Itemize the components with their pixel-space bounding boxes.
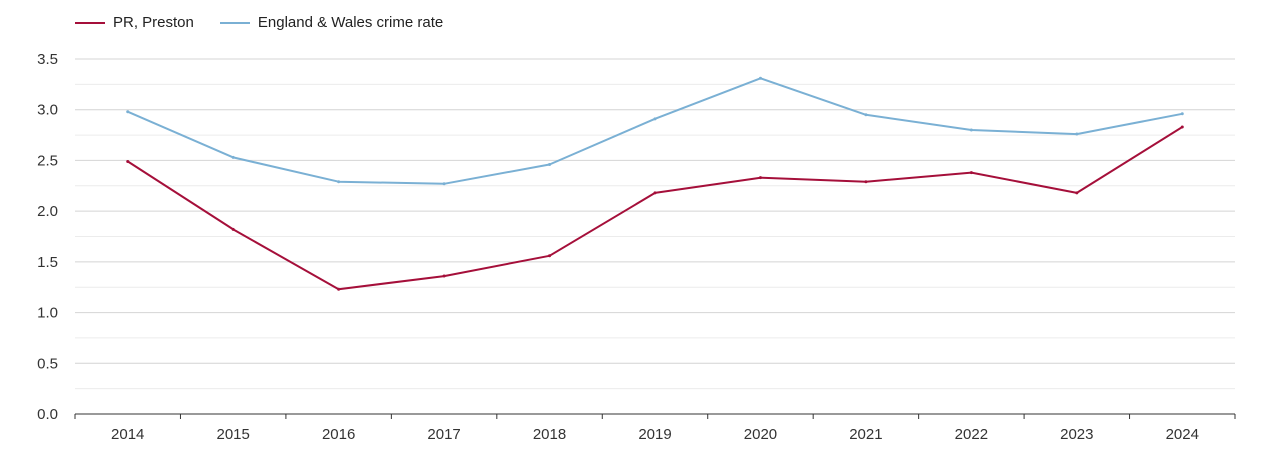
y-tick-label: 3.5: [37, 51, 58, 68]
data-point-preston: [1075, 191, 1079, 195]
data-point-preston: [758, 176, 762, 180]
data-point-preston: [442, 274, 446, 278]
legend-swatch-england-wales: [219, 21, 250, 24]
data-point-england-wales: [548, 162, 552, 166]
x-tick-label: 2022: [955, 426, 988, 443]
series-line-england-wales: [127, 77, 1183, 185]
data-point-preston: [337, 287, 341, 291]
x-tick-label: 2018: [533, 426, 566, 443]
data-point-england-wales: [653, 117, 657, 121]
data-point-england-wales: [1075, 132, 1079, 136]
x-tick-label: 2019: [638, 426, 671, 443]
x-tick-label: 2014: [111, 426, 144, 443]
x-tick-label: 2016: [322, 426, 355, 443]
series-line-preston: [127, 126, 1183, 291]
legend-label-england-wales: England & Wales crime rate: [257, 14, 444, 31]
y-tick-label: 2.5: [37, 152, 58, 169]
data-point-preston: [864, 180, 868, 184]
data-point-england-wales: [231, 155, 235, 159]
legend-item-england-wales[interactable]: England & Wales crime rate: [219, 14, 444, 31]
legend-swatch-preston: [75, 21, 105, 24]
data-point-preston: [548, 254, 552, 258]
data-point-england-wales: [126, 110, 130, 114]
y-tick-label: 2.0: [37, 203, 58, 220]
data-point-england-wales: [1180, 112, 1184, 116]
y-tick-label: 1.5: [37, 254, 58, 271]
x-tick-label: 2017: [427, 426, 460, 443]
legend: PR, Preston England & Wales crime rate: [75, 14, 443, 31]
y-tick-label: 3.0: [37, 102, 58, 119]
x-tick-label: 2015: [216, 426, 249, 443]
data-point-preston: [126, 159, 130, 163]
data-point-preston: [969, 171, 973, 175]
data-point-england-wales: [758, 76, 762, 80]
data-point-england-wales: [442, 182, 446, 186]
data-point-preston: [1180, 125, 1184, 129]
data-point-preston: [653, 191, 657, 195]
data-point-england-wales: [337, 180, 341, 184]
x-tick-label: 2020: [744, 426, 777, 443]
x-tick-label: 2021: [849, 426, 882, 443]
data-point-england-wales: [969, 128, 973, 132]
data-point-england-wales: [864, 113, 868, 117]
legend-label-preston: PR, Preston: [113, 14, 194, 31]
legend-item-preston[interactable]: PR, Preston: [75, 14, 194, 31]
y-tick-label: 0.5: [37, 355, 58, 372]
x-tick-label: 2024: [1166, 426, 1199, 443]
y-tick-label: 1.0: [37, 305, 58, 322]
data-point-preston: [231, 227, 235, 231]
y-tick-label: 0.0: [37, 406, 58, 423]
x-tick-label: 2023: [1060, 426, 1093, 443]
